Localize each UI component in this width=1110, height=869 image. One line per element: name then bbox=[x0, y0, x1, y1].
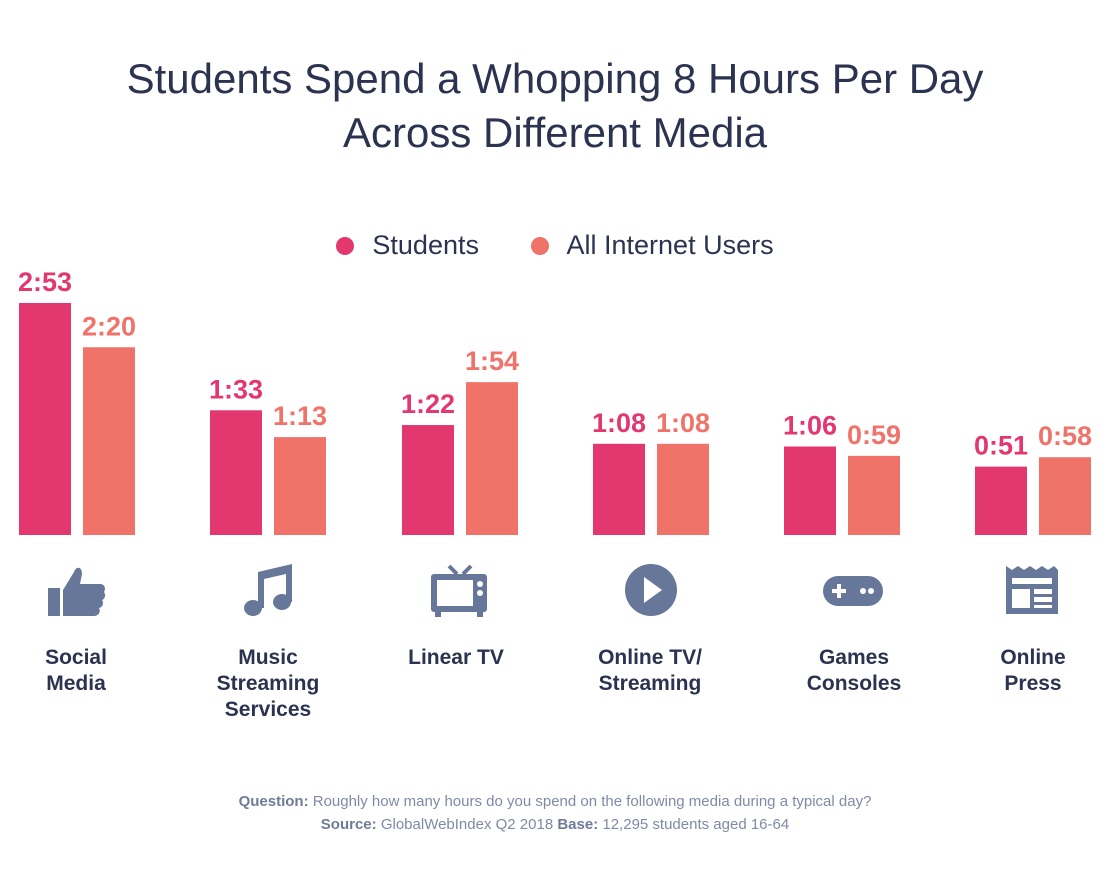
data-label-all-internet-users-social-media: 2:20 bbox=[82, 311, 136, 341]
base-label: Base: bbox=[557, 816, 599, 833]
category-label-social-media: Social Media bbox=[0, 645, 156, 697]
chart-title-line-1: Students Spend a Whopping 8 Hours Per Da… bbox=[126, 55, 984, 102]
category-label-line: Linear TV bbox=[408, 646, 504, 669]
bar-students-linear-tv bbox=[402, 425, 454, 535]
bar-all-internet-users-linear-tv bbox=[466, 382, 518, 535]
category-label-line: Streaming bbox=[598, 672, 702, 695]
tv-icon bbox=[431, 564, 487, 617]
legend-label-all-internet-users: All Internet Users bbox=[566, 230, 774, 260]
bar-students-music-streaming-services bbox=[210, 410, 262, 535]
play-icon bbox=[625, 564, 677, 616]
thumbs-up-icon bbox=[48, 567, 106, 616]
bar-students-games-consoles bbox=[784, 446, 836, 535]
category-label-line: Social bbox=[45, 646, 107, 669]
bar-students-social-media bbox=[19, 303, 71, 535]
legend-swatch-students bbox=[336, 236, 355, 255]
newspaper-icon bbox=[1006, 566, 1058, 614]
legend: Students All Internet Users bbox=[0, 230, 1110, 262]
bar-students-online-tv-streaming bbox=[593, 443, 645, 535]
data-label-students-online-tv-streaming: 1:08 bbox=[592, 408, 646, 438]
footnote-question: Question: Roughly how many hours do you … bbox=[0, 791, 1110, 813]
legend-item-all-internet-users: All Internet Users bbox=[530, 230, 774, 261]
data-label-all-internet-users-games-consoles: 0:59 bbox=[847, 420, 901, 450]
category-label-line: Media bbox=[46, 672, 106, 695]
bar-all-internet-users-online-tv-streaming bbox=[657, 443, 709, 535]
question-label: Question: bbox=[238, 793, 309, 810]
category-label-line: Press bbox=[1004, 672, 1062, 695]
category-label-line: Games bbox=[818, 646, 890, 669]
bar-all-internet-users-online-press bbox=[1039, 457, 1091, 535]
category-label-music-streaming-services: Music Streaming Services bbox=[188, 645, 348, 723]
category-label-games-consoles: Games Consoles bbox=[774, 645, 934, 697]
bar-all-internet-users-social-media bbox=[83, 347, 135, 535]
bar-chart: 2:53 1:33 1:22 1:08 1:06 0:51 2:20 1:13 1:54 1:08… bbox=[18, 267, 1092, 535]
category-label-line: Consoles bbox=[806, 672, 902, 695]
question-text: Roughly how many hours do you spend on t… bbox=[312, 793, 872, 810]
category-label-online-press: Online Press bbox=[953, 645, 1110, 697]
category-label-line: Services bbox=[224, 698, 312, 721]
chart-title: Students Spend a Whopping 8 Hours Per Da… bbox=[0, 52, 1110, 160]
data-label-all-internet-users-online-press: 0:58 bbox=[1038, 421, 1092, 451]
data-label-students-online-press: 0:51 bbox=[974, 431, 1028, 461]
base-text: 12,295 students aged 16-64 bbox=[602, 816, 790, 833]
category-label-online-tv-streaming: Online TV/ Streaming bbox=[570, 645, 730, 697]
data-label-students-games-consoles: 1:06 bbox=[783, 410, 837, 440]
data-label-students-linear-tv: 1:22 bbox=[401, 389, 455, 419]
bar-students-online-press bbox=[975, 466, 1027, 535]
legend-label-students: Students bbox=[372, 230, 479, 260]
music-note-icon bbox=[244, 564, 292, 616]
data-label-all-internet-users-linear-tv: 1:54 bbox=[465, 346, 519, 376]
data-label-students-social-media: 2:53 bbox=[18, 267, 72, 297]
footnote-source: Source: GlobalWebIndex Q2 2018 Base: 12,… bbox=[0, 814, 1110, 836]
category-label-line: Online bbox=[1000, 646, 1066, 669]
category-label-line: Music bbox=[238, 646, 298, 669]
category-label-linear-tv: Linear TV bbox=[376, 645, 536, 671]
data-label-all-internet-users-online-tv-streaming: 1:08 bbox=[656, 408, 710, 438]
gamepad-icon bbox=[823, 576, 883, 606]
data-label-students-music-streaming-services: 1:33 bbox=[209, 374, 263, 404]
source-text: GlobalWebIndex Q2 2018 bbox=[380, 816, 554, 833]
legend-item-students: Students bbox=[336, 230, 479, 261]
data-label-all-internet-users-music-streaming-services: 1:13 bbox=[273, 401, 327, 431]
chart-title-line-2: Across Different Media bbox=[342, 109, 768, 156]
bar-all-internet-users-games-consoles bbox=[848, 455, 900, 535]
category-label-line: Online TV/ bbox=[598, 646, 702, 669]
category-label-line: Streaming bbox=[216, 672, 320, 695]
source-label: Source: bbox=[320, 816, 377, 833]
legend-swatch-all-internet-users bbox=[530, 236, 549, 255]
bar-all-internet-users-music-streaming-services bbox=[274, 437, 326, 535]
